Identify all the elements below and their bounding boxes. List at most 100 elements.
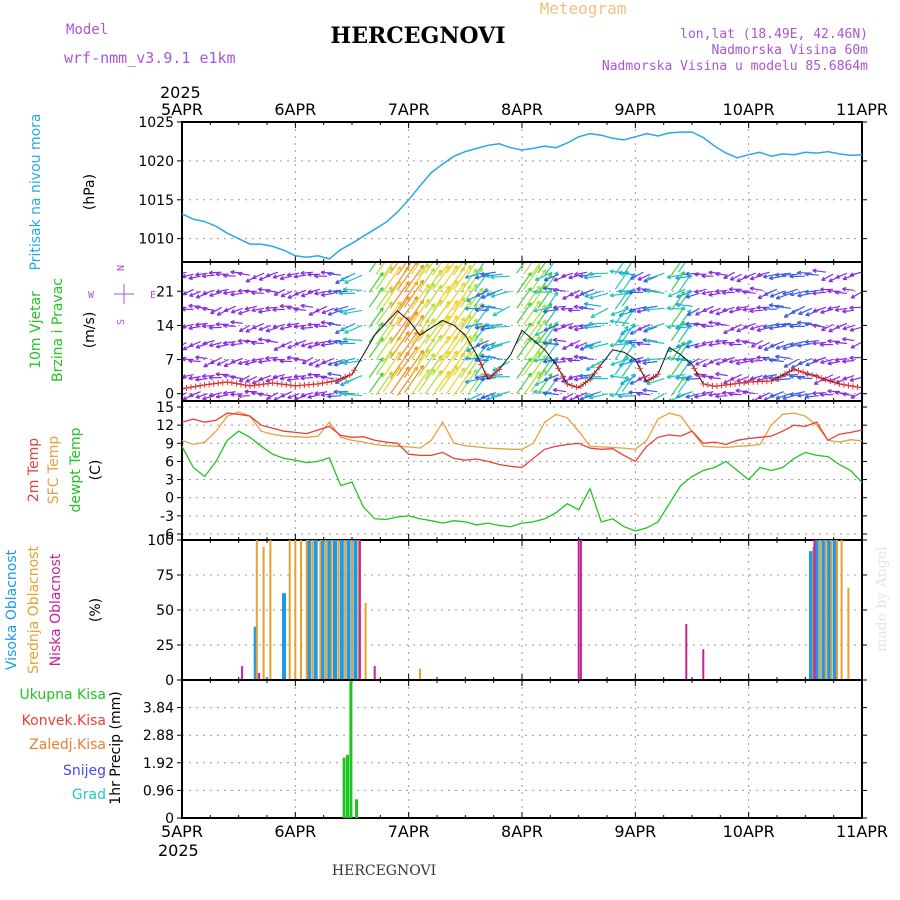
wind-arrow-head (536, 370, 541, 375)
wind-arrow-head (314, 275, 319, 279)
top-year-label: 2025 (160, 83, 201, 102)
wind-arrow-head (464, 247, 465, 251)
wind-arrow (368, 287, 384, 308)
wind-arrow-head (478, 302, 483, 306)
wind-arrow-head (762, 308, 767, 312)
wind-arrow (751, 339, 763, 348)
bottom-day-label: 8APR (501, 822, 543, 841)
wind-arrow-head (557, 257, 558, 261)
mid-cloud-bar (351, 540, 353, 680)
wind-arrow-head (379, 307, 384, 311)
wind-arrow-head (474, 377, 480, 380)
wind-arrow-head (419, 279, 424, 283)
wind-arrow-head (474, 309, 479, 313)
wind-arrow (258, 288, 271, 291)
wind-arrow-head (244, 340, 249, 344)
wind-arrow-head (568, 309, 573, 313)
y-tick-label: 12 (156, 418, 174, 434)
wind-arrow (403, 263, 412, 273)
wind-arrow-head (478, 372, 483, 376)
wind-arrow (544, 291, 559, 311)
wind-arrow-head (642, 362, 647, 366)
wind-unit-label: (m/s) (82, 312, 98, 349)
panel-wind: 0 7 14 21 10m Vjetar Brzina i Pravac (m/s) W E N S (28, 245, 867, 403)
wind-arrow-head (333, 391, 338, 395)
wind-arrow (756, 377, 770, 382)
wind-arrow-head (588, 323, 593, 326)
wind-arrow (804, 395, 819, 398)
wind-arrow-head (636, 393, 641, 397)
wind-arrow (533, 391, 552, 394)
wind-arrow (368, 263, 377, 273)
wind-arrow (789, 340, 806, 346)
wind-arrow (314, 375, 328, 378)
wind-arrow-head (388, 336, 393, 340)
wind-arrow (396, 311, 418, 341)
wind-arrow-head (417, 246, 418, 250)
wind-arrow (783, 358, 799, 368)
wind-arrow-head (333, 341, 338, 345)
wind-arrow-head (842, 361, 847, 364)
wind-arrow (410, 318, 430, 345)
wind-arrow-head (420, 245, 424, 247)
wind-arrow (389, 296, 410, 324)
wind-arrow-head (265, 340, 270, 344)
wind-arrow-head (419, 264, 424, 268)
bottom-year-label: 2025 (158, 841, 199, 860)
wind-arrow-head (208, 272, 213, 275)
wind-arrow (368, 337, 384, 358)
wind-arrow (842, 288, 855, 291)
wind-arrow-head (618, 290, 623, 294)
wind-arrow-head (431, 253, 435, 255)
wind-arrow (424, 269, 443, 294)
wind-arrow (568, 324, 581, 329)
wind-arrow (389, 316, 410, 344)
wind-arrow-head (473, 283, 478, 287)
total-precip-bar (355, 799, 358, 818)
wind-arrow-head (465, 326, 470, 329)
wind-arrow-head (789, 394, 795, 397)
wind-arrow-head (636, 343, 641, 347)
mid-cloud-bar (288, 540, 291, 680)
wind-arrow (584, 303, 602, 307)
wind-arrow (446, 297, 466, 324)
top-day-labels: 5APR 6APR 7APR 8APR 9APR 10APR 11APR (161, 100, 888, 119)
wind-arrow (742, 391, 756, 395)
y-tick-label: 15 (156, 400, 174, 416)
wind-arrow-head (258, 311, 263, 314)
wind-arrow (230, 393, 243, 396)
mid-cloud-bar (311, 540, 314, 680)
wind-arrow-head (467, 264, 472, 268)
wind-arrow-head (446, 251, 450, 253)
wind-arrow-head (460, 317, 465, 321)
wind-arrow-head (618, 340, 623, 344)
wind-arrow (417, 318, 435, 342)
wind-arrow-head (849, 357, 854, 361)
y-tick-label: 50 (156, 603, 174, 619)
wind-arrow (636, 288, 651, 290)
wind-arrow-head (202, 343, 207, 346)
high-cloud-bar (313, 540, 318, 680)
lonlat-label: lon,lat (18.49E, 42.46N) (680, 27, 868, 42)
wind-arrow (686, 357, 700, 366)
wind-arrow-head (230, 344, 235, 347)
wind-arrow (216, 358, 229, 366)
wind-arrow (749, 309, 763, 312)
wind-arrow (574, 341, 588, 349)
wind-arrow (685, 342, 700, 348)
wind-arrow-head (636, 361, 641, 364)
wind-arrow-head (528, 253, 532, 255)
y-tick-label: 0 (165, 387, 174, 403)
wind-arrow (764, 288, 778, 296)
wind-arrow (280, 340, 293, 348)
wind-arrow-head (445, 350, 450, 354)
wind-arrow-head (490, 395, 496, 398)
wind-arrow-head (445, 285, 450, 289)
wind-arrow-head (437, 269, 442, 273)
wind-arrow (708, 342, 721, 346)
wind-arrow (775, 305, 791, 309)
wind-arrow-head (392, 252, 393, 256)
wind-arrow (307, 288, 321, 294)
wind-arrow-head (666, 276, 672, 280)
wind-arrow (516, 372, 532, 395)
